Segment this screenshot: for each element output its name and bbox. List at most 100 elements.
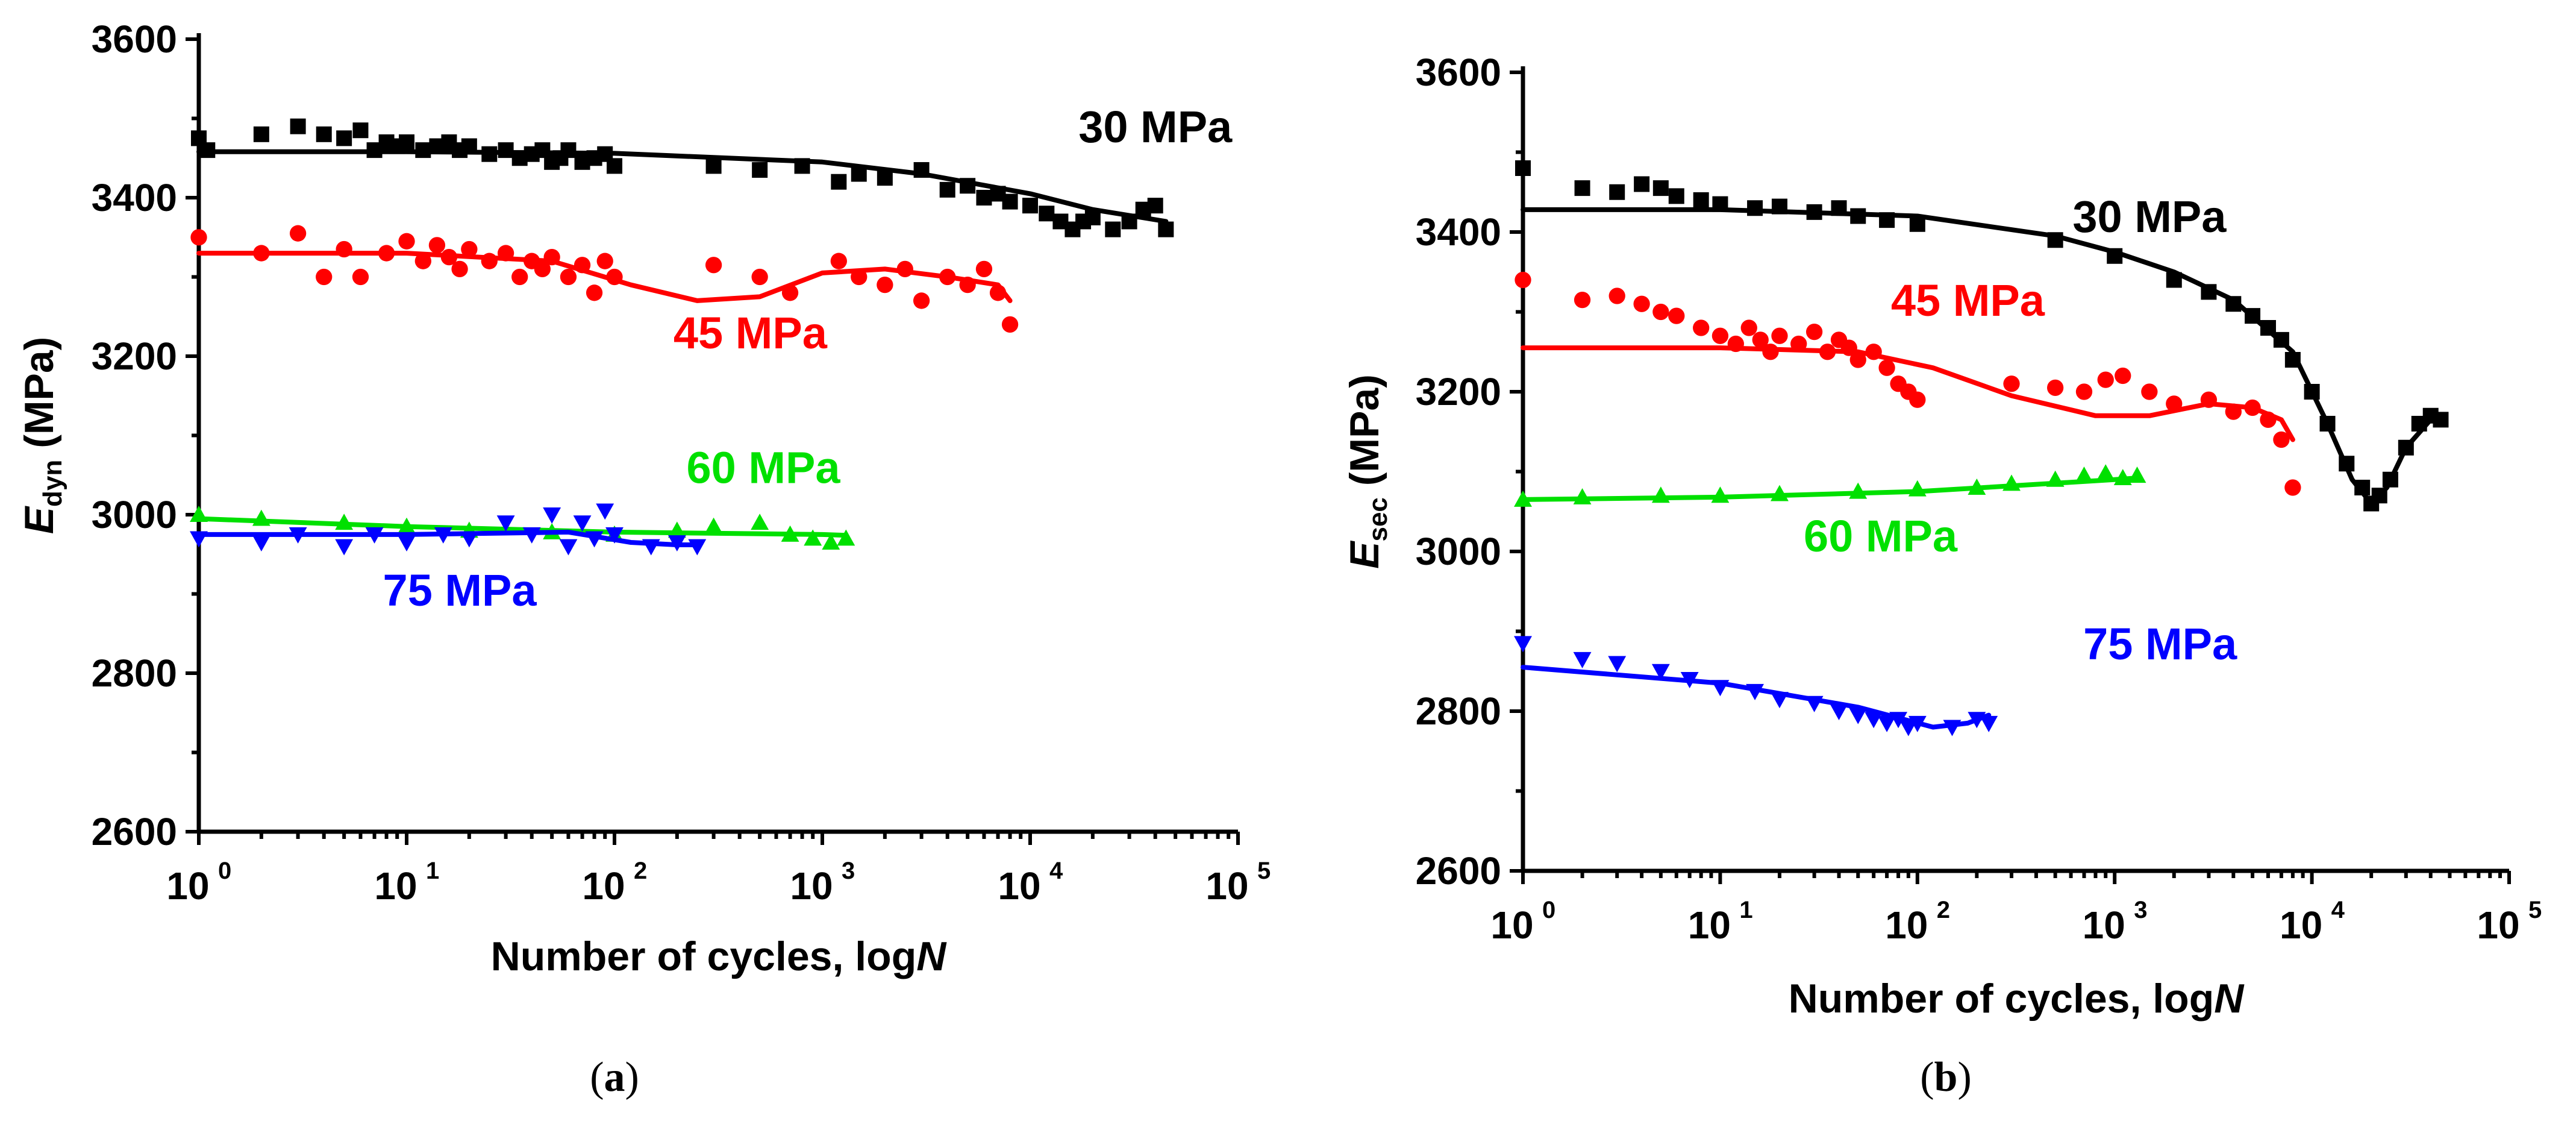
x-tick-exponent: 1 — [1739, 897, 1752, 923]
series-30-mpa: 30 MPa — [1515, 160, 2449, 512]
data-point — [1849, 708, 1868, 724]
data-point — [398, 233, 415, 250]
data-point — [399, 134, 414, 150]
data-point — [1668, 307, 1685, 324]
data-point — [1771, 327, 1788, 344]
data-point — [543, 507, 561, 524]
series-45-mpa: 45 MPa — [190, 225, 1019, 358]
y-tick-label: 2600 — [1416, 849, 1501, 893]
data-point — [534, 260, 551, 277]
x-tick-label: 10 — [998, 864, 1040, 908]
data-point — [751, 268, 768, 286]
x-tick-exponent: 2 — [634, 858, 647, 884]
x-tick-exponent: 5 — [2528, 897, 2542, 923]
data-point — [751, 513, 769, 530]
data-point — [1105, 221, 1121, 237]
data-point — [1039, 206, 1055, 222]
data-point — [688, 539, 707, 556]
data-point — [975, 260, 993, 277]
fit-line — [196, 149, 1169, 224]
data-point — [316, 268, 333, 286]
x-tick-exponent: 2 — [1937, 897, 1950, 923]
series-label: 45 MPa — [1891, 275, 2045, 325]
data-point — [522, 527, 541, 544]
x-tick-label: 10 — [1885, 903, 1928, 947]
series-label: 30 MPa — [1078, 102, 1233, 152]
series-75-mpa: 75 MPa — [190, 503, 707, 615]
y-tick-label: 3400 — [92, 176, 177, 219]
data-point — [560, 268, 577, 286]
y-axis-title: Esec (MPa) — [1342, 374, 1393, 569]
y-tick-label: 3000 — [1416, 530, 1501, 573]
data-point — [2273, 431, 2290, 448]
data-point — [336, 130, 352, 146]
x-tick-label: 10 — [582, 864, 625, 908]
data-point — [1878, 359, 1895, 376]
data-point — [1608, 656, 1627, 673]
data-point — [1980, 715, 1998, 732]
data-point — [2003, 375, 2020, 392]
data-point — [705, 257, 722, 274]
panel-label: (a) — [590, 1054, 639, 1100]
data-point — [1515, 160, 1531, 176]
data-point — [1878, 715, 1896, 732]
data-point — [560, 142, 577, 159]
data-point — [752, 162, 768, 178]
x-tick-label: 10 — [1490, 903, 1533, 947]
x-tick-label: 10 — [790, 864, 833, 908]
x-tick-exponent: 5 — [1257, 858, 1271, 884]
data-point — [316, 126, 332, 142]
series-label: 30 MPa — [2072, 192, 2227, 242]
data-point — [289, 225, 307, 242]
data-point — [607, 158, 622, 174]
data-point — [1652, 180, 1669, 196]
x-tick-exponent: 3 — [842, 858, 855, 884]
y-tick-label: 2800 — [92, 651, 177, 695]
data-point — [596, 253, 613, 269]
data-point — [1634, 176, 1650, 192]
data-point — [1652, 303, 1669, 321]
data-point — [1712, 327, 1729, 344]
data-point — [335, 539, 354, 556]
data-point — [2096, 464, 2115, 481]
data-point — [877, 277, 893, 294]
data-point — [511, 268, 528, 286]
data-point — [559, 539, 578, 556]
data-point — [2115, 367, 2131, 385]
data-point — [1573, 488, 1592, 504]
y-tick-label: 2600 — [92, 810, 177, 853]
data-point — [1002, 193, 1018, 210]
data-point — [1668, 188, 1684, 204]
data-point — [1158, 221, 1174, 237]
data-point — [1830, 704, 1848, 720]
x-tick-label: 10 — [2083, 903, 2125, 947]
data-point — [605, 527, 624, 544]
series-45-mpa: 45 MPa — [1515, 271, 2301, 496]
fit-line — [1521, 665, 1992, 730]
panel-label: (b) — [1920, 1054, 1972, 1100]
y-tick-label: 3200 — [1416, 370, 1501, 413]
x-tick-label: 10 — [2477, 903, 2519, 947]
data-point — [1740, 319, 1757, 336]
data-point — [2075, 466, 2093, 483]
data-point — [1574, 180, 1590, 196]
data-point — [451, 260, 468, 277]
data-point — [830, 253, 847, 269]
data-point — [913, 292, 930, 309]
x-tick-exponent: 0 — [1542, 897, 1555, 923]
data-point — [414, 253, 431, 269]
data-point — [804, 529, 822, 546]
data-point — [428, 237, 446, 254]
x-tick-exponent: 1 — [426, 858, 439, 884]
y-tick-label: 3000 — [92, 493, 177, 536]
data-point — [976, 190, 992, 206]
x-axis-title: Number of cycles, logN — [491, 934, 948, 979]
series-label: 75 MPa — [383, 565, 537, 615]
data-point — [1022, 198, 1038, 214]
series-label: 45 MPa — [674, 308, 828, 358]
x-tick-exponent: 3 — [2134, 897, 2147, 923]
data-point — [2097, 371, 2114, 388]
